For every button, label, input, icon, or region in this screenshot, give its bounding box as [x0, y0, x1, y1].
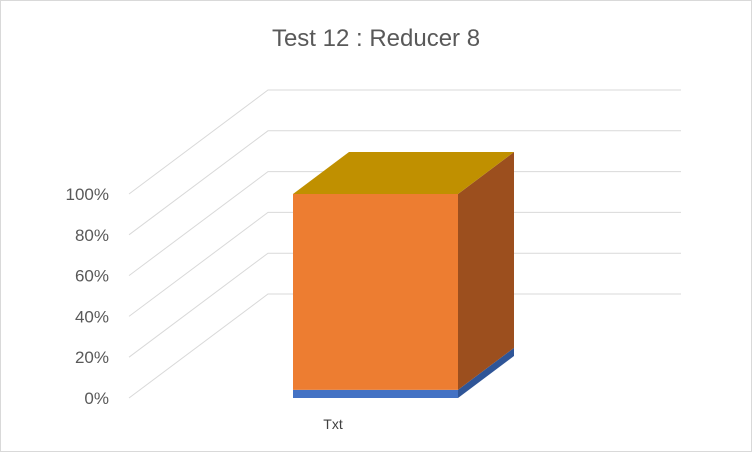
gridline [128, 252, 681, 358]
x-category-label: Txt [323, 416, 343, 432]
y-tick-label: 40% [75, 307, 109, 326]
chart-title: Test 12 : Reducer 8 [271, 25, 481, 52]
gridline [128, 171, 681, 277]
y-tick-label: 80% [75, 226, 109, 245]
y-tick-label: 60% [75, 267, 109, 286]
gridline [128, 293, 681, 399]
bar-segment-side [458, 152, 514, 390]
bar-top-face [293, 152, 514, 194]
y-tick-label: 0% [84, 389, 109, 408]
gridline [128, 211, 681, 317]
gridline [128, 130, 681, 236]
bar-segment-side [458, 347, 514, 398]
y-tick-label: 20% [75, 348, 109, 367]
y-tick-label: 100% [66, 185, 109, 204]
bar-segment-front [293, 194, 458, 390]
gridline [128, 89, 681, 195]
bar-segment-front [293, 389, 458, 398]
